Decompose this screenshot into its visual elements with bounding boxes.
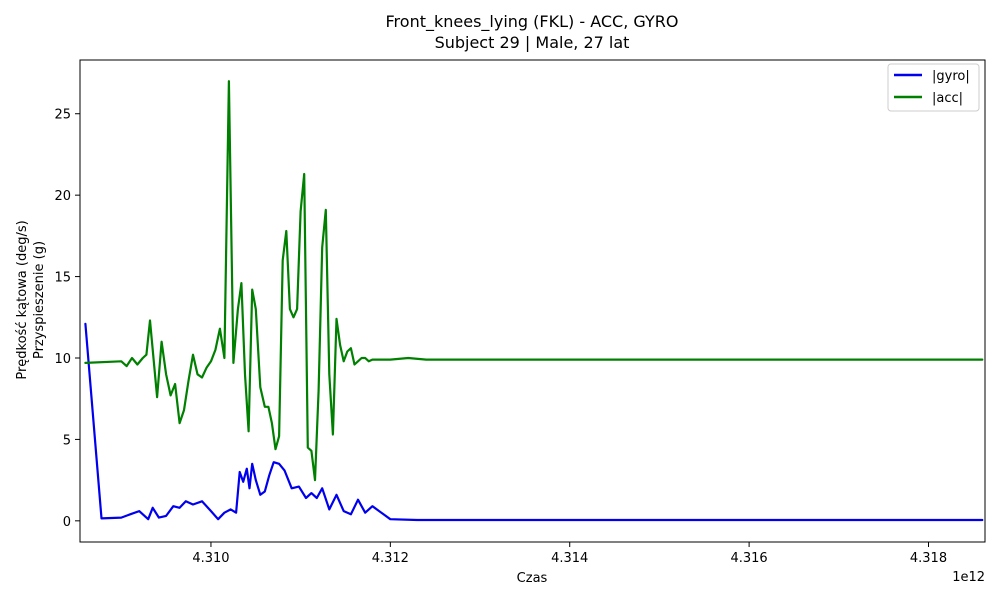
legend-label-gyro: |gyro| — [932, 69, 970, 84]
x-tick-label: 4.310 — [192, 551, 229, 566]
x-tick-label: 4.314 — [551, 551, 588, 566]
y-axis-label-line2: Przyspieszenie (g) — [32, 241, 47, 359]
y-tick-label: 25 — [54, 108, 71, 123]
y-axis: 0 5 10 15 20 25 — [54, 108, 80, 530]
y-tick-label: 0 — [63, 515, 71, 530]
legend-label-acc: |acc| — [932, 91, 963, 106]
x-tick-label: 4.318 — [910, 551, 947, 566]
chart-subtitle: Subject 29 | Male, 27 lat — [435, 33, 630, 52]
series-line-acc — [84, 80, 984, 482]
x-axis-label: Czas — [517, 571, 548, 586]
x-tick-label: 4.312 — [372, 551, 409, 566]
y-axis-label-line1: Prędkość kątowa (deg/s) — [15, 220, 30, 379]
y-tick-label: 10 — [54, 352, 71, 367]
y-tick-label: 20 — [54, 189, 71, 204]
legend: |gyro| |acc| — [887, 63, 980, 112]
plot-area — [80, 60, 985, 542]
plot-frame — [79, 59, 986, 543]
x-offset-label: 1e12 — [952, 570, 985, 585]
series-layer — [84, 80, 984, 522]
series-line-gyro — [84, 322, 984, 522]
y-tick-label: 5 — [63, 433, 71, 448]
x-axis: 4.310 4.312 4.314 4.316 4.318 — [192, 542, 947, 566]
y-tick-label: 15 — [54, 271, 71, 286]
chart-title: Front_knees_lying (FKL) - ACC, GYRO — [386, 12, 679, 32]
x-tick-label: 4.316 — [730, 551, 767, 566]
